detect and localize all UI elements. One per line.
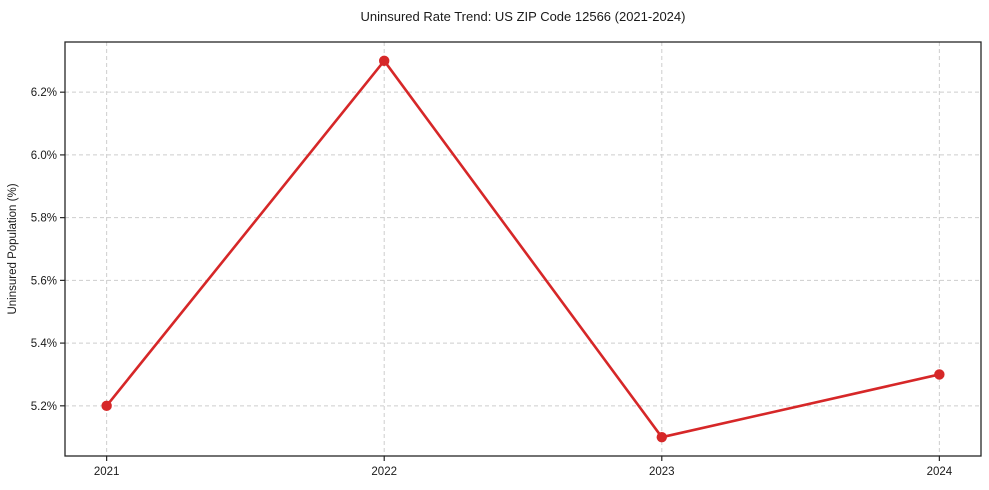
y-tick-label: 5.2%: [31, 401, 57, 413]
data-point-2021: [101, 400, 112, 412]
data-point-2024: [934, 369, 945, 380]
chart-title: Uninsured Rate Trend: US ZIP Code 12566 …: [360, 9, 686, 24]
y-axis-label: Uninsured Population (%): [7, 183, 19, 315]
trend-line: [105, 59, 941, 439]
x-tick-label: 2022: [371, 466, 397, 478]
y-tick-label: 5.8%: [31, 213, 57, 225]
data-point-2023: [656, 431, 667, 443]
x-tick-label: 2023: [649, 466, 675, 478]
plot-border: [64, 41, 982, 457]
y-tick-label: 6.2%: [31, 87, 57, 99]
y-tick-label: 5.4%: [31, 338, 57, 350]
data-point-2022: [379, 55, 390, 67]
x-tick-label: 2024: [927, 466, 953, 478]
y-tick-label: 6.0%: [31, 150, 57, 162]
x-tick-label: 2021: [94, 466, 120, 478]
y-tick-label: 5.6%: [31, 275, 57, 287]
